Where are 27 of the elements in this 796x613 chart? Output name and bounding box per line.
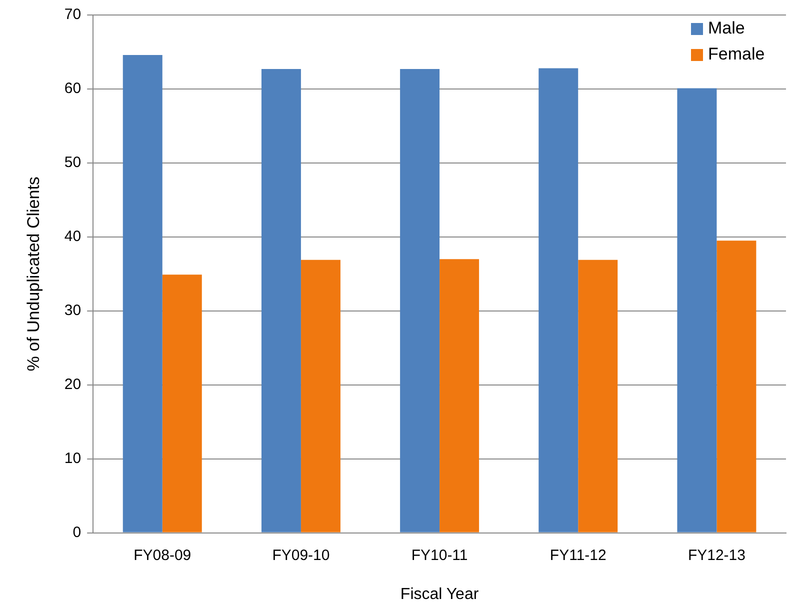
y-tick-label: 20 — [64, 376, 82, 393]
y-tick-label: 10 — [64, 450, 82, 467]
bar — [578, 260, 618, 532]
x-tick-label: FY10-11 — [411, 546, 468, 564]
bar — [440, 259, 480, 532]
y-axis-title: % of Unduplicated Clients — [24, 176, 43, 372]
y-tick-label: 70 — [64, 6, 82, 24]
legend-label: Male — [708, 18, 745, 38]
bar — [261, 69, 301, 532]
bar — [677, 88, 717, 532]
y-tick-label: 50 — [64, 154, 82, 172]
y-tick-label: 30 — [64, 302, 82, 320]
bar — [400, 69, 440, 532]
y-tick-label: 60 — [64, 80, 82, 98]
bar — [122, 54, 162, 532]
y-tick-label: 40 — [64, 228, 82, 246]
bar — [538, 68, 578, 532]
x-axis-title: Fiscal Year — [400, 586, 480, 603]
bar — [162, 274, 202, 532]
x-tick-label: FY12-13 — [688, 546, 746, 564]
x-tick-label: FY08-09 — [134, 546, 192, 564]
legend-label: Female — [708, 44, 765, 64]
bar — [716, 240, 756, 532]
y-tick-label: 0 — [72, 524, 82, 541]
x-tick-label: FY11-12 — [550, 546, 606, 564]
bar — [300, 260, 340, 532]
x-tick-label: FY09-10 — [272, 546, 330, 564]
